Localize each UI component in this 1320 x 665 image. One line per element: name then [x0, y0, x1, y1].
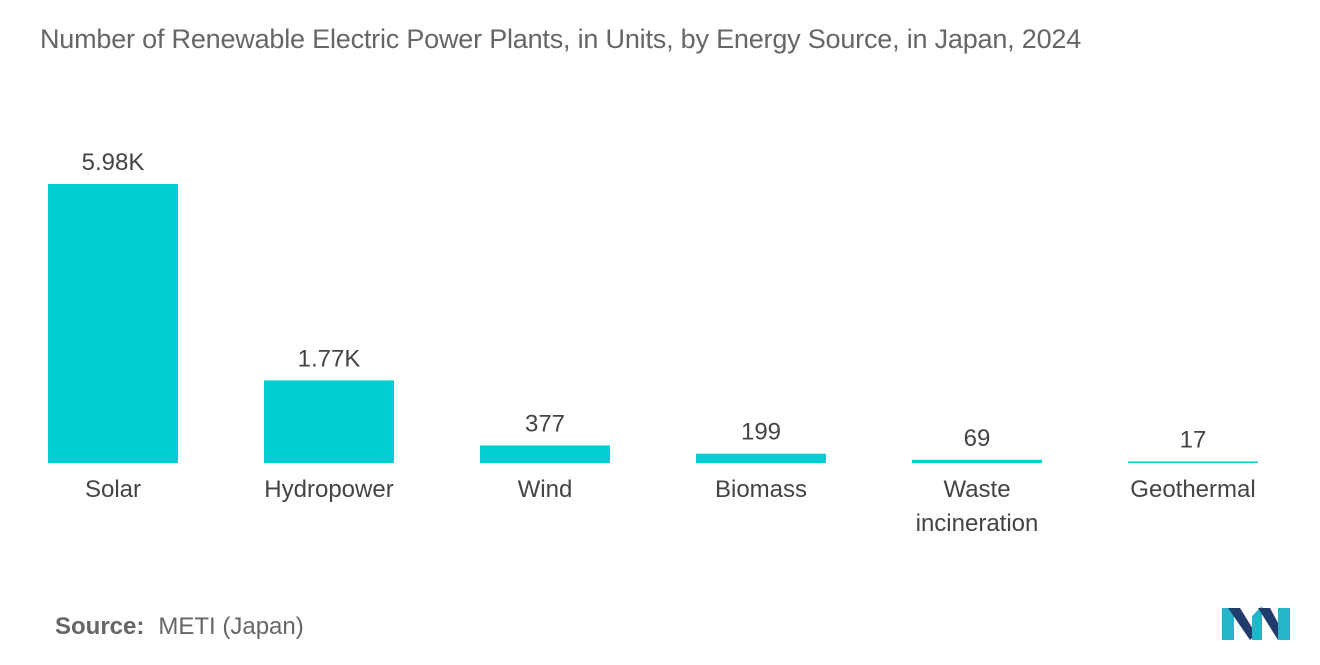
bar-geothermal	[1128, 461, 1258, 463]
bar-chart: 5.98K Solar 1.77K Hydropower 377 Wind 199 Bioma…	[48, 149, 1258, 537]
source-note: Source: METI (Japan)	[55, 613, 304, 641]
value-label: 377	[525, 410, 565, 437]
value-label: 199	[741, 419, 781, 446]
value-label: 17	[1180, 427, 1207, 454]
source-value: METI (Japan)	[158, 613, 304, 640]
bar-solar	[48, 184, 178, 463]
bar-wind	[480, 445, 610, 463]
value-label: 1.77K	[298, 345, 361, 372]
value-label: 69	[964, 425, 991, 452]
category-label: Wind	[518, 476, 573, 503]
category-label: Waste	[943, 476, 1010, 503]
category-label: Solar	[85, 476, 141, 503]
bar-waste-incineration	[912, 459, 1042, 463]
category-label: incineration	[916, 510, 1039, 537]
category-label: Biomass	[715, 476, 807, 503]
category-label: Hydropower	[264, 476, 393, 503]
source-label: Source:	[55, 613, 145, 640]
chart-title: Number of Renewable Electric Power Plant…	[40, 24, 1082, 54]
value-label: 5.98K	[82, 149, 145, 176]
category-label: Geothermal	[1130, 476, 1255, 503]
bar-hydropower	[264, 380, 394, 463]
bar-biomass	[696, 453, 826, 463]
mordor-intelligence-logo-icon	[1222, 606, 1290, 640]
